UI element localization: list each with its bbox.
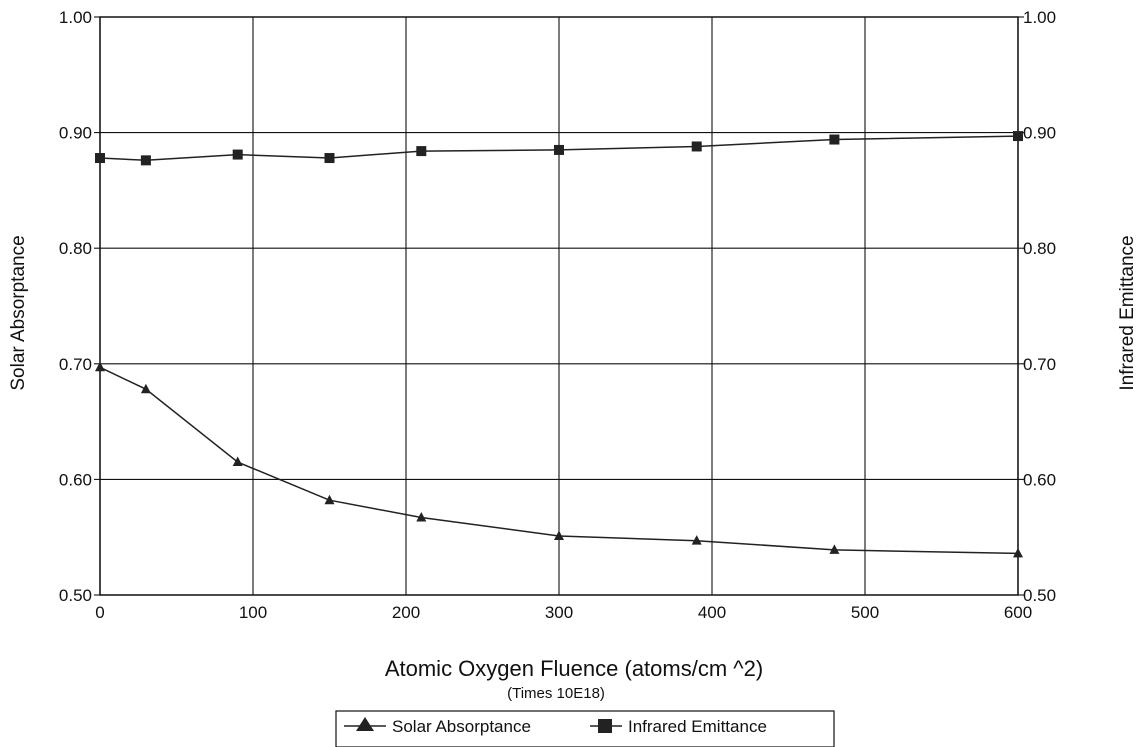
legend-square-marker — [598, 719, 612, 733]
data-point-solar-absorptance — [232, 456, 243, 467]
data-point-infrared-emittance — [691, 141, 702, 152]
legend-label-solar: Solar Absorptance — [392, 717, 531, 736]
y-tick-label: 0.50 — [59, 586, 92, 605]
y2-tick-label: 1.00 — [1023, 8, 1056, 27]
y-tick-label: 1.00 — [59, 8, 92, 27]
tick-labels: 0 100 200 300 400 500 6000.500.600.700.800.901… — [59, 8, 1056, 622]
data-point-infrared-emittance — [324, 153, 335, 164]
legend-label-ir: Infrared Emittance — [628, 717, 767, 736]
y-axis-title: Solar Absorptance — [8, 235, 29, 390]
x-axis-title: Atomic Oxygen Fluence (atoms/cm ^2) — [385, 656, 763, 681]
y2-axis-title: Infrared Emittance — [1117, 235, 1138, 390]
plot-area-frame — [99, 16, 1019, 596]
y-tick-label: 0.70 — [59, 355, 92, 374]
x-tick-label: 200 — [392, 603, 420, 622]
data-point-infrared-emittance — [140, 155, 151, 166]
y2-tick-label: 0.90 — [1023, 124, 1056, 143]
series-lines — [95, 131, 1023, 558]
data-point-solar-absorptance — [1013, 547, 1023, 558]
x-tick-label: 600 — [1004, 603, 1032, 622]
y2-tick-label: 0.60 — [1023, 470, 1056, 489]
legend-box — [335, 710, 835, 747]
data-point-infrared-emittance — [554, 144, 564, 155]
data-point-solar-absorptance — [829, 544, 840, 554]
data-point-solar-absorptance — [324, 494, 335, 505]
y-tick-label: 0.90 — [59, 124, 92, 143]
y-tick-label: 0.80 — [59, 239, 92, 258]
x-tick-label: 100 — [239, 603, 267, 622]
data-point-infrared-emittance — [416, 146, 427, 157]
data-point-solar-absorptance — [95, 361, 105, 372]
x-tick-label: 400 — [698, 603, 726, 622]
y2-tick-label: 0.50 — [1023, 586, 1056, 605]
data-point-infrared-emittance — [95, 153, 105, 164]
grid-lines — [94, 16, 1024, 596]
data-point-infrared-emittance — [829, 134, 840, 145]
x-tick-label: 0 — [95, 603, 104, 622]
legend-triangle-marker — [356, 717, 374, 731]
x-axis-subtitle: (Times 10E18) — [507, 685, 605, 702]
data-point-solar-absorptance — [554, 530, 564, 541]
data-point-solar-absorptance — [140, 383, 151, 394]
y-tick-label: 0.60 — [59, 470, 92, 489]
data-point-solar-absorptance — [416, 512, 427, 522]
data-point-infrared-emittance — [1013, 131, 1023, 142]
x-tick-label: 500 — [851, 603, 879, 622]
y2-tick-label: 0.70 — [1023, 355, 1056, 374]
y2-tick-label: 0.80 — [1023, 239, 1056, 258]
data-point-infrared-emittance — [232, 149, 243, 160]
x-tick-label: 300 — [545, 603, 573, 622]
legend: Solar Absorptance Infrared Emittance — [335, 710, 835, 747]
data-point-solar-absorptance — [691, 535, 702, 545]
